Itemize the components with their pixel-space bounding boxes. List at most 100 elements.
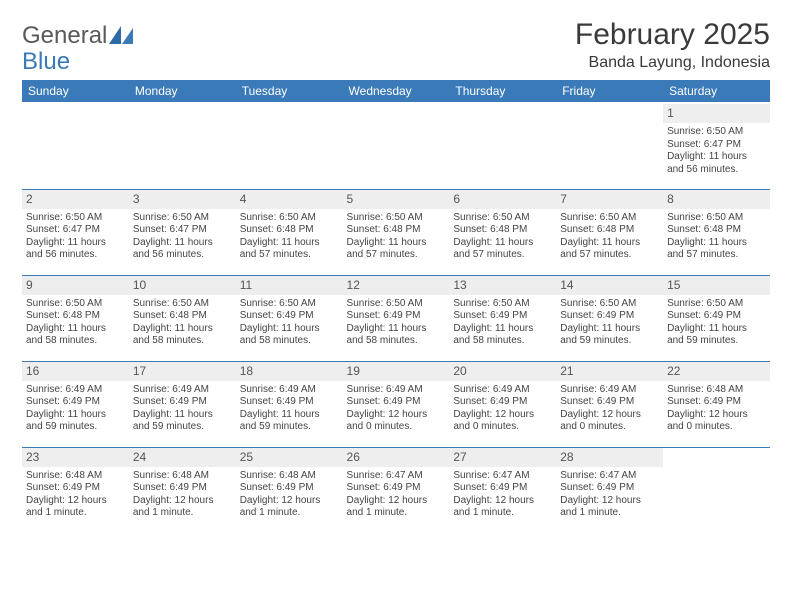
daylight-text: Daylight: 11 hours	[26, 237, 125, 250]
day-number: 18	[236, 362, 343, 381]
daylight-text: and 0 minutes.	[453, 421, 552, 434]
day-number: 23	[22, 448, 129, 467]
sunset-text: Sunset: 6:49 PM	[347, 482, 446, 495]
day-number: 9	[22, 276, 129, 295]
daylight-text: and 1 minute.	[240, 507, 339, 520]
sunrise-text: Sunrise: 6:48 AM	[26, 470, 125, 483]
day-number: 21	[556, 362, 663, 381]
daylight-text: Daylight: 12 hours	[560, 495, 659, 508]
daylight-text: Daylight: 11 hours	[560, 323, 659, 336]
daylight-text: Daylight: 11 hours	[560, 237, 659, 250]
sunrise-text: Sunrise: 6:47 AM	[453, 470, 552, 483]
dayhead-sat: Saturday	[663, 80, 770, 103]
sunset-text: Sunset: 6:48 PM	[133, 310, 232, 323]
daylight-text: Daylight: 11 hours	[667, 151, 766, 164]
day-number: 10	[129, 276, 236, 295]
sunrise-text: Sunrise: 6:50 AM	[667, 298, 766, 311]
sunrise-text: Sunrise: 6:48 AM	[133, 470, 232, 483]
sunset-text: Sunset: 6:49 PM	[26, 396, 125, 409]
daylight-text: and 57 minutes.	[667, 249, 766, 262]
calendar-cell: 18Sunrise: 6:49 AMSunset: 6:49 PMDayligh…	[236, 361, 343, 447]
day-number: 27	[449, 448, 556, 467]
day-details: Sunrise: 6:50 AMSunset: 6:47 PMDaylight:…	[133, 212, 232, 262]
dayhead-tue: Tuesday	[236, 80, 343, 103]
calendar-cell	[343, 103, 450, 189]
calendar-cell: 20Sunrise: 6:49 AMSunset: 6:49 PMDayligh…	[449, 361, 556, 447]
calendar-cell: 14 Sunrise: 6:50 AMSunset: 6:49 PMDayligh…	[556, 275, 663, 361]
brand-part1: General	[22, 24, 107, 48]
daylight-text: Daylight: 12 hours	[453, 495, 552, 508]
calendar-cell: 25Sunrise: 6:48 AMSunset: 6:49 PMDayligh…	[236, 447, 343, 533]
brand-logo: General	[22, 24, 135, 48]
calendar-page: General February 2025 Banda Layung, Indo…	[0, 0, 792, 543]
sunset-text: Sunset: 6:48 PM	[560, 224, 659, 237]
daylight-text: and 1 minute.	[26, 507, 125, 520]
location-label: Banda Layung, Indonesia	[575, 54, 770, 72]
sunset-text: Sunset: 6:49 PM	[347, 310, 446, 323]
sunset-text: Sunset: 6:49 PM	[240, 396, 339, 409]
sunrise-text: Sunrise: 6:50 AM	[453, 298, 552, 311]
sunrise-text: Sunrise: 6:49 AM	[453, 384, 552, 397]
calendar-row: 1Sunrise: 6:50 AMSunset: 6:47 PMDaylight…	[22, 103, 770, 189]
dayhead-mon: Monday	[129, 80, 236, 103]
month-title: February 2025	[575, 18, 770, 52]
calendar-cell: 22Sunrise: 6:48 AMSunset: 6:49 PMDayligh…	[663, 361, 770, 447]
sunset-text: Sunset: 6:48 PM	[26, 310, 125, 323]
calendar-cell: 9 Sunrise: 6:50 AMSunset: 6:48 PMDaylight…	[22, 275, 129, 361]
day-number: 13	[449, 276, 556, 295]
day-details: Sunrise: 6:47 AMSunset: 6:49 PMDaylight:…	[453, 470, 552, 520]
daylight-text: and 56 minutes.	[133, 249, 232, 262]
day-details: Sunrise: 6:47 AMSunset: 6:49 PMDaylight:…	[347, 470, 446, 520]
sunrise-text: Sunrise: 6:49 AM	[133, 384, 232, 397]
day-number: 8	[663, 190, 770, 209]
brand-part2: Blue	[22, 48, 70, 76]
daylight-text: and 58 minutes.	[133, 335, 232, 348]
day-number: 22	[663, 362, 770, 381]
calendar-cell: 6Sunrise: 6:50 AMSunset: 6:48 PMDaylight…	[449, 189, 556, 275]
calendar-cell	[236, 103, 343, 189]
day-number: 16	[22, 362, 129, 381]
sunset-text: Sunset: 6:49 PM	[240, 482, 339, 495]
calendar-row: 23Sunrise: 6:48 AMSunset: 6:49 PMDayligh…	[22, 447, 770, 533]
sunset-text: Sunset: 6:49 PM	[667, 396, 766, 409]
day-details: Sunrise: 6:49 AMSunset: 6:49 PMDaylight:…	[26, 384, 125, 434]
calendar-cell: 26Sunrise: 6:47 AMSunset: 6:49 PMDayligh…	[343, 447, 450, 533]
daylight-text: and 0 minutes.	[667, 421, 766, 434]
calendar-table: Sunday Monday Tuesday Wednesday Thursday…	[22, 80, 770, 533]
daylight-text: Daylight: 11 hours	[240, 323, 339, 336]
sunset-text: Sunset: 6:47 PM	[133, 224, 232, 237]
daylight-text: and 59 minutes.	[667, 335, 766, 348]
sunrise-text: Sunrise: 6:50 AM	[453, 212, 552, 225]
daylight-text: and 0 minutes.	[560, 421, 659, 434]
day-details: Sunrise: 6:50 AMSunset: 6:48 PMDaylight:…	[26, 298, 125, 348]
sunset-text: Sunset: 6:49 PM	[560, 396, 659, 409]
sunset-text: Sunset: 6:48 PM	[667, 224, 766, 237]
calendar-cell: 12Sunrise: 6:50 AMSunset: 6:49 PMDayligh…	[343, 275, 450, 361]
daylight-text: and 57 minutes.	[347, 249, 446, 262]
daylight-text: and 57 minutes.	[560, 249, 659, 262]
day-number: 14	[556, 276, 663, 295]
sunset-text: Sunset: 6:49 PM	[667, 310, 766, 323]
daylight-text: Daylight: 12 hours	[560, 409, 659, 422]
sunset-text: Sunset: 6:49 PM	[133, 482, 232, 495]
daylight-text: and 0 minutes.	[347, 421, 446, 434]
dayhead-wed: Wednesday	[343, 80, 450, 103]
sunrise-text: Sunrise: 6:48 AM	[667, 384, 766, 397]
daylight-text: Daylight: 11 hours	[347, 237, 446, 250]
daylight-text: Daylight: 12 hours	[347, 409, 446, 422]
day-details: Sunrise: 6:50 AMSunset: 6:49 PMDaylight:…	[560, 298, 659, 348]
daylight-text: and 59 minutes.	[560, 335, 659, 348]
daylight-text: and 1 minute.	[453, 507, 552, 520]
sunrise-text: Sunrise: 6:49 AM	[560, 384, 659, 397]
calendar-cell: 2Sunrise: 6:50 AMSunset: 6:47 PMDaylight…	[22, 189, 129, 275]
daylight-text: and 58 minutes.	[26, 335, 125, 348]
daylight-text: Daylight: 11 hours	[240, 237, 339, 250]
daylight-text: Daylight: 11 hours	[453, 323, 552, 336]
day-number: 25	[236, 448, 343, 467]
daylight-text: and 58 minutes.	[240, 335, 339, 348]
sunset-text: Sunset: 6:49 PM	[347, 396, 446, 409]
calendar-cell: 19Sunrise: 6:49 AMSunset: 6:49 PMDayligh…	[343, 361, 450, 447]
sunrise-text: Sunrise: 6:50 AM	[133, 298, 232, 311]
sunset-text: Sunset: 6:49 PM	[453, 482, 552, 495]
sunset-text: Sunset: 6:49 PM	[133, 396, 232, 409]
